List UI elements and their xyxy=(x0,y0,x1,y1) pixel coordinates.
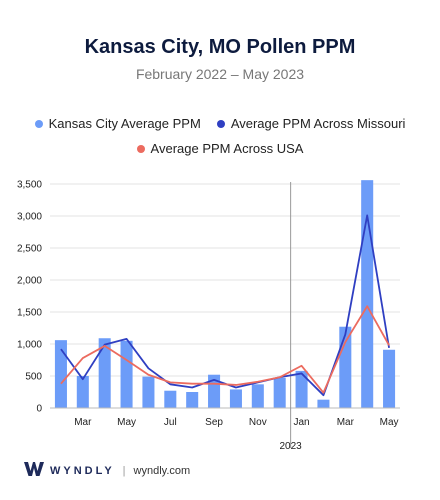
bar xyxy=(76,376,89,408)
y-tick-label: 500 xyxy=(25,372,42,383)
bar xyxy=(120,340,133,408)
brand-name: WYNDLY xyxy=(50,464,115,477)
y-tick-label: 1,000 xyxy=(17,340,42,351)
bar xyxy=(98,338,111,408)
bar xyxy=(229,389,242,408)
bar xyxy=(361,180,374,408)
x-tick-label: Mar xyxy=(337,417,355,428)
x-tick-label: May xyxy=(380,417,399,428)
bar xyxy=(142,376,155,408)
legend-swatch-kansas-city xyxy=(34,119,43,128)
bar xyxy=(339,326,352,408)
legend-swatch-usa xyxy=(136,144,145,153)
legend-row-2: Average PPM Across USA xyxy=(0,141,440,156)
legend-label-usa: Average PPM Across USA xyxy=(150,141,304,156)
footer-url[interactable]: wyndly.com xyxy=(133,464,191,477)
legend-item-kansas-city: Kansas City Average PPM xyxy=(34,116,201,131)
y-tick-label: 2,000 xyxy=(17,276,42,287)
bar xyxy=(54,340,67,408)
x-tick-label: Mar xyxy=(74,417,92,428)
chart-title: Kansas City, MO Pollen PPM xyxy=(84,36,356,58)
legend-label-missouri: Average PPM Across Missouri xyxy=(230,116,406,131)
legend-item-usa: Average PPM Across USA xyxy=(136,141,304,156)
y-tick-label: 1,500 xyxy=(17,308,42,319)
y-tick-label: 0 xyxy=(36,404,42,415)
series-line-usa xyxy=(60,305,390,394)
x-tick-label: Jan xyxy=(294,417,310,428)
chart-subtitle: February 2022 – May 2023 xyxy=(135,66,305,82)
y-tick-label: 2,500 xyxy=(17,244,42,255)
bar xyxy=(273,377,286,408)
bar xyxy=(164,390,177,408)
legend-swatch-missouri xyxy=(216,119,225,128)
footer-separator: | xyxy=(122,464,126,477)
legend-item-missouri: Average PPM Across Missouri xyxy=(216,116,406,131)
legend: Kansas City Average PPM Average PPM Acro… xyxy=(0,116,440,131)
bar xyxy=(295,370,308,408)
wyndly-logo-icon xyxy=(24,462,44,479)
y-tick-label: 3,000 xyxy=(17,212,42,223)
x-tick-label: Sep xyxy=(205,417,223,428)
x-tick-label: Nov xyxy=(249,417,267,428)
footer: WYNDLY | wyndly.com xyxy=(24,462,190,479)
bar xyxy=(251,384,264,408)
legend-label-kansas-city: Kansas City Average PPM xyxy=(48,116,201,131)
x-tick-label: Jul xyxy=(164,417,177,428)
bar xyxy=(186,392,199,408)
y-tick-label: 3,500 xyxy=(17,180,42,191)
x-tick-label: May xyxy=(117,417,136,428)
bar xyxy=(383,349,396,408)
year-label: 2023 xyxy=(280,441,303,452)
bar xyxy=(317,399,330,408)
